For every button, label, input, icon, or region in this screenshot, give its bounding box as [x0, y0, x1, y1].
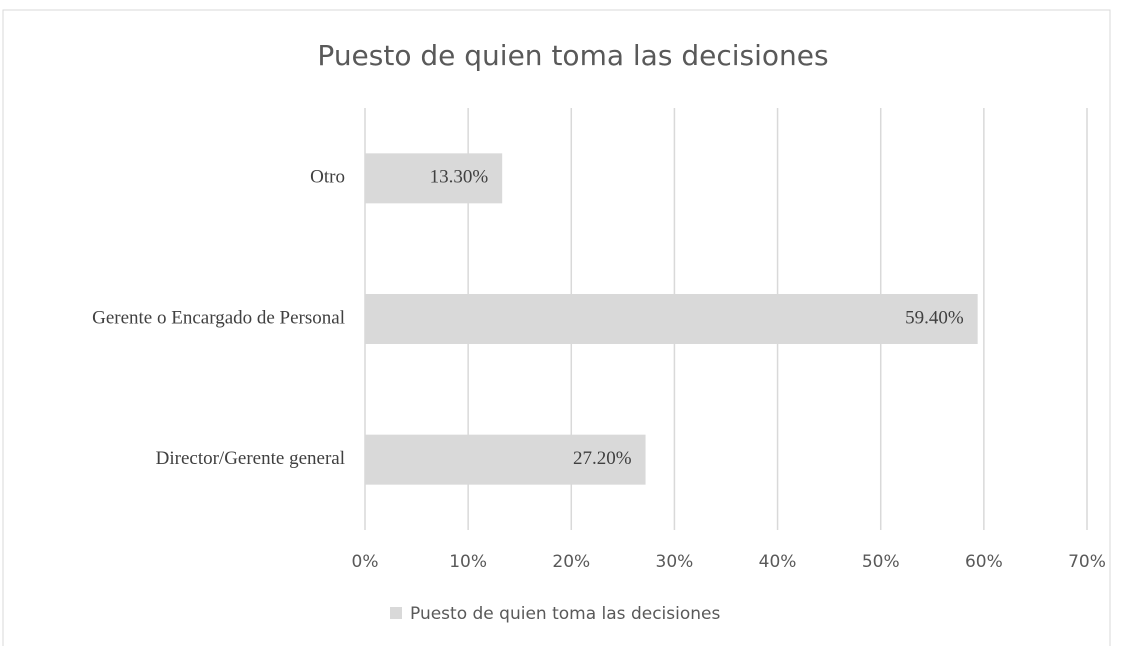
data-label: 13.30%: [430, 167, 489, 188]
bar: [365, 434, 646, 485]
x-tick-label: 10%: [449, 552, 487, 572]
x-tick-label: 60%: [965, 552, 1003, 572]
x-tick-label: 0%: [352, 552, 379, 572]
y-tick-label: Gerente o Encargado de Personal: [92, 307, 345, 328]
chart-border: [2, 9, 1111, 646]
y-tick-label: Director/Gerente general: [156, 448, 345, 469]
x-tick-label: 50%: [862, 552, 900, 572]
bar: [365, 294, 978, 344]
y-tick-label: Otro: [310, 167, 345, 188]
legend-label: Puesto de quien toma las decisiones: [410, 604, 720, 624]
data-label: 59.40%: [905, 307, 964, 328]
x-tick-label: 70%: [1068, 552, 1106, 572]
x-tick-label: 30%: [656, 552, 694, 572]
bar: [365, 153, 503, 204]
chart-title: Puesto de quien toma las decisiones: [317, 39, 828, 72]
x-tick-label: 20%: [552, 552, 590, 572]
legend-swatch: [390, 607, 402, 619]
x-tick-label: 40%: [759, 552, 797, 572]
data-label: 27.20%: [573, 448, 632, 469]
